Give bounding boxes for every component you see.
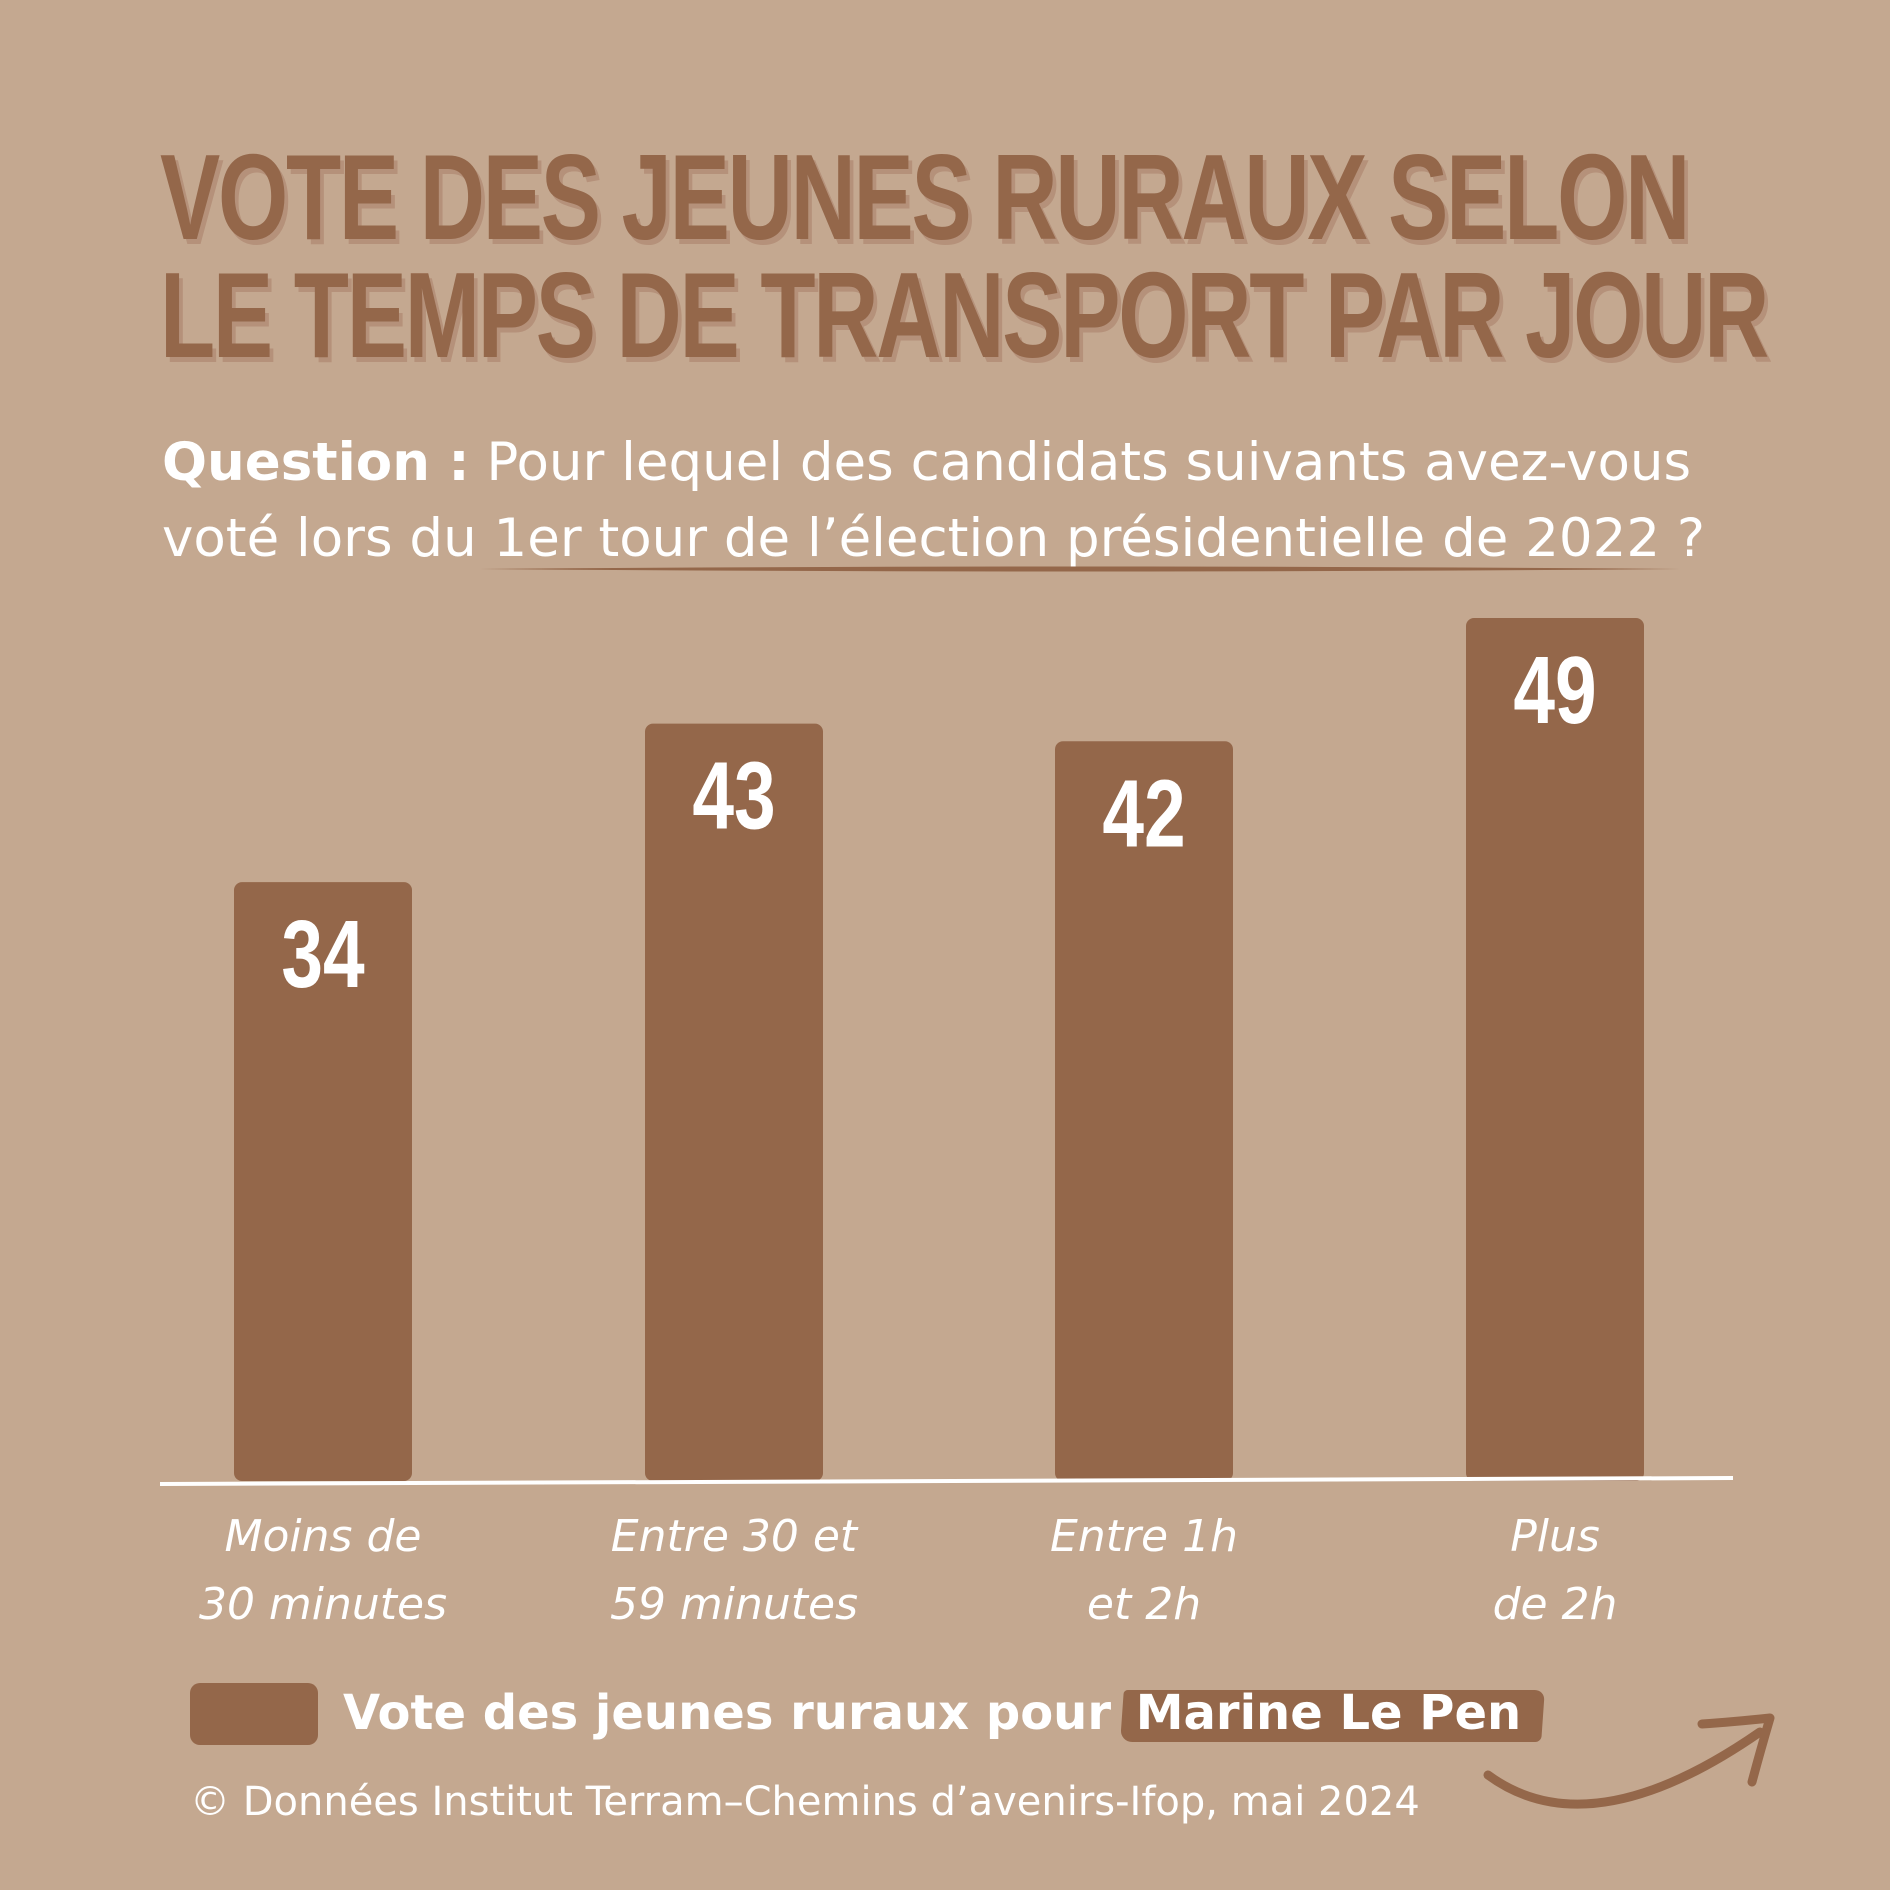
x-tick-label-2-line-1: Entre 30 et <box>610 1511 858 1562</box>
x-tick-label-1: Moins de 30 minutes <box>163 1503 483 1639</box>
legend-highlight-text: Marine Le Pen <box>1135 1685 1522 1741</box>
question-line-1: Question : Pour lequel des candidats sui… <box>162 425 1802 501</box>
bar-value-label-1: 34 <box>281 901 364 1008</box>
title-line-2: LE TEMPS DE TRANSPORT PAR JOUR <box>160 247 1769 383</box>
x-tick-label-2: Entre 30 et 59 minutes <box>574 1503 894 1639</box>
curved-arrow-icon <box>1483 1713 1775 1809</box>
bar-2 <box>645 723 823 1481</box>
source-note: © Données Institut Terram–Chemins d’aven… <box>190 1779 1420 1825</box>
question-line-1-rest: Pour lequel des candidats suivants avez-… <box>469 432 1692 493</box>
x-tick-label-3: Entre 1h et 2h <box>984 1503 1304 1639</box>
bar-value-label-4: 49 <box>1513 637 1596 744</box>
question-underline <box>480 566 1680 572</box>
x-tick-label-4-line-1: Plus <box>1510 1511 1600 1562</box>
x-tick-label-3-line-1: Entre 1h <box>1050 1511 1238 1562</box>
title-line-1: VOTE DES JEUNES RURAUX SELON <box>160 129 1690 265</box>
chart-title: VOTE DES JEUNES RURAUX SELON LE TEMPS DE… <box>160 136 1769 376</box>
question-text: Question : Pour lequel des candidats sui… <box>162 425 1802 577</box>
x-tick-label-2-line-2: 59 minutes <box>609 1579 859 1630</box>
bar-3 <box>1055 741 1233 1481</box>
bar-chart: 34 43 42 49 <box>159 618 1734 1486</box>
bar-4 <box>1466 618 1644 1481</box>
legend-swatch <box>190 1683 318 1745</box>
x-tick-label-1-line-2: 30 minutes <box>198 1579 448 1630</box>
bar-1 <box>234 882 412 1481</box>
legend-text: Vote des jeunes ruraux pour <box>343 1685 1128 1741</box>
legend-label: Vote des jeunes ruraux pour Marine Le Pe… <box>343 1680 1533 1746</box>
x-tick-label-3-line-2: et 2h <box>1086 1579 1202 1630</box>
bar-value-label-3: 42 <box>1102 760 1185 867</box>
bar-value-label-2: 43 <box>692 743 775 850</box>
legend-highlight: Marine Le Pen <box>1128 1680 1533 1746</box>
x-axis-line <box>159 1476 1734 1486</box>
x-tick-label-4: Plus de 2h <box>1395 1503 1715 1639</box>
x-tick-label-1-line-1: Moins de <box>224 1511 422 1562</box>
x-tick-label-4-line-2: de 2h <box>1492 1579 1618 1630</box>
question-line-2: voté lors du 1er tour de l’élection prés… <box>162 508 1706 569</box>
question-label: Question : <box>162 432 470 493</box>
